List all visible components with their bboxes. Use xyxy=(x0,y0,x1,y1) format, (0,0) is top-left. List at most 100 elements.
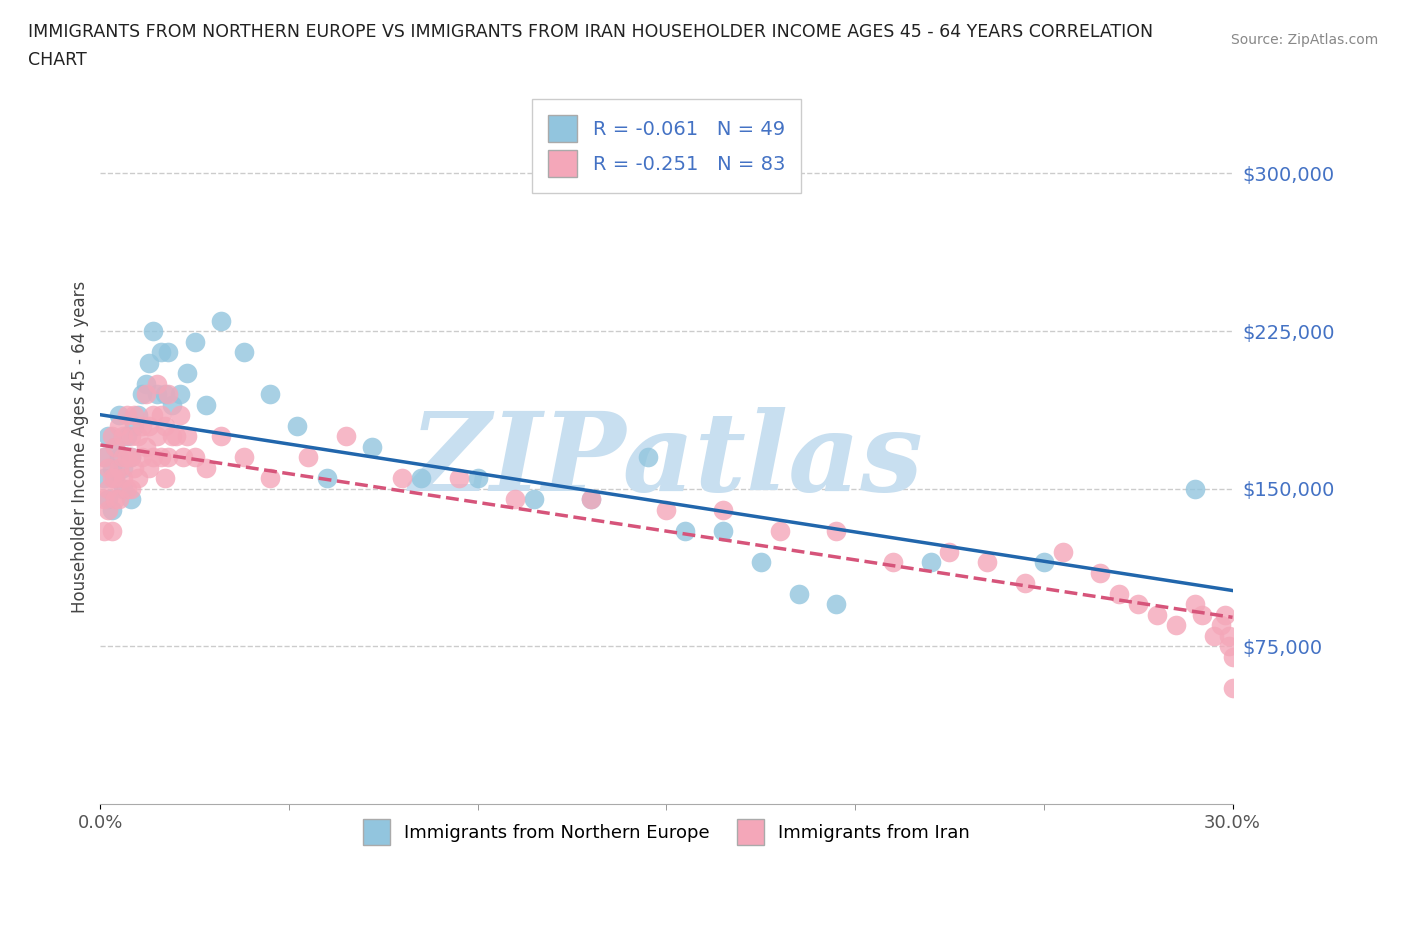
Point xyxy=(579,492,602,507)
Point xyxy=(259,387,281,402)
Point xyxy=(146,376,169,391)
Point xyxy=(149,449,172,464)
Point xyxy=(120,481,142,496)
Point xyxy=(124,407,146,422)
Point xyxy=(315,471,337,485)
Point xyxy=(149,345,172,360)
Point xyxy=(1108,586,1130,601)
Point xyxy=(467,471,489,485)
Point xyxy=(825,524,848,538)
Point xyxy=(115,407,138,422)
Point xyxy=(131,387,153,402)
Point xyxy=(195,460,218,475)
Point xyxy=(127,471,149,485)
Point xyxy=(172,449,194,464)
Point xyxy=(209,429,232,444)
Point xyxy=(637,449,659,464)
Point xyxy=(1164,618,1187,632)
Point xyxy=(673,524,696,538)
Point xyxy=(153,387,176,402)
Point xyxy=(579,492,602,507)
Point xyxy=(131,418,153,433)
Point xyxy=(1222,649,1244,664)
Point xyxy=(97,502,120,517)
Point xyxy=(142,449,165,464)
Point xyxy=(142,407,165,422)
Point xyxy=(976,554,998,569)
Point xyxy=(108,407,131,422)
Point xyxy=(655,502,678,517)
Point xyxy=(157,449,180,464)
Point xyxy=(183,449,205,464)
Point xyxy=(297,449,319,464)
Point xyxy=(111,481,134,496)
Legend: Immigrants from Northern Europe, Immigrants from Iran: Immigrants from Northern Europe, Immigra… xyxy=(349,804,984,859)
Point xyxy=(209,313,232,328)
Point xyxy=(120,449,142,464)
Text: Source: ZipAtlas.com: Source: ZipAtlas.com xyxy=(1230,33,1378,46)
Point xyxy=(111,429,134,444)
Point xyxy=(104,471,127,485)
Point xyxy=(108,418,131,433)
Point xyxy=(157,345,180,360)
Point xyxy=(142,324,165,339)
Point xyxy=(1218,629,1240,644)
Point xyxy=(97,460,120,475)
Point xyxy=(232,449,254,464)
Text: CHART: CHART xyxy=(28,51,87,69)
Point xyxy=(108,449,131,464)
Point xyxy=(115,449,138,464)
Point xyxy=(93,449,115,464)
Point xyxy=(120,449,142,464)
Point xyxy=(120,429,142,444)
Point xyxy=(1222,681,1244,696)
Point xyxy=(153,418,176,433)
Point xyxy=(711,524,734,538)
Point xyxy=(1218,639,1240,654)
Point xyxy=(523,492,546,507)
Point xyxy=(127,429,149,444)
Point xyxy=(135,376,157,391)
Point xyxy=(1202,629,1225,644)
Point xyxy=(124,460,146,475)
Point xyxy=(120,492,142,507)
Point xyxy=(1191,607,1213,622)
Point xyxy=(149,407,172,422)
Point xyxy=(108,492,131,507)
Point xyxy=(391,471,413,485)
Y-axis label: Householder Income Ages 45 - 64 years: Householder Income Ages 45 - 64 years xyxy=(72,281,89,613)
Point xyxy=(93,524,115,538)
Point xyxy=(183,334,205,349)
Point xyxy=(97,429,120,444)
Point xyxy=(146,387,169,402)
Point xyxy=(920,554,942,569)
Point xyxy=(259,471,281,485)
Point xyxy=(1052,544,1074,559)
Point xyxy=(93,471,115,485)
Point xyxy=(1014,576,1036,591)
Point xyxy=(153,471,176,485)
Point xyxy=(1128,597,1150,612)
Point xyxy=(100,471,122,485)
Point xyxy=(160,429,183,444)
Point xyxy=(169,407,191,422)
Point xyxy=(195,397,218,412)
Point xyxy=(127,407,149,422)
Point xyxy=(104,492,127,507)
Point xyxy=(335,429,357,444)
Text: ZIPatlas: ZIPatlas xyxy=(409,407,924,514)
Point xyxy=(124,418,146,433)
Point xyxy=(135,387,157,402)
Point xyxy=(938,544,960,559)
Point xyxy=(100,502,122,517)
Point xyxy=(115,429,138,444)
Point xyxy=(100,429,122,444)
Point xyxy=(711,502,734,517)
Point xyxy=(1211,618,1233,632)
Point xyxy=(93,449,115,464)
Point xyxy=(1184,481,1206,496)
Point xyxy=(104,439,127,454)
Point xyxy=(769,524,792,538)
Point xyxy=(138,418,160,433)
Point xyxy=(157,387,180,402)
